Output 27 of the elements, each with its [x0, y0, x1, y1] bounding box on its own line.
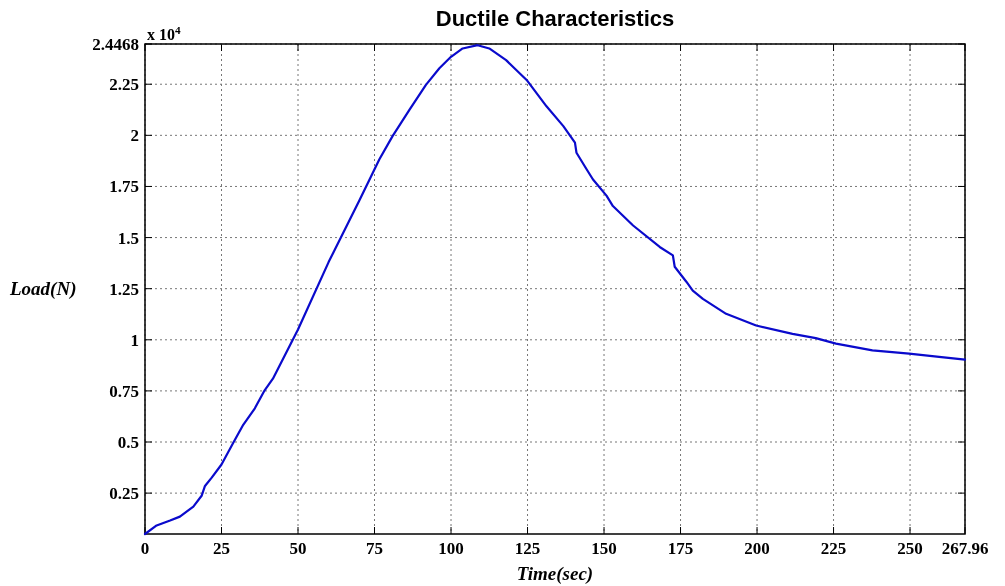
x-tick-label: 150 — [591, 539, 617, 558]
x-tick-label: 75 — [366, 539, 384, 558]
x-tick-label: 50 — [289, 539, 307, 558]
y-tick-label: 0.5 — [117, 433, 139, 452]
x-tick-label: 100 — [438, 539, 464, 558]
x-tick-label: 200 — [744, 539, 770, 558]
chart-title: Ductile Characteristics — [435, 6, 675, 31]
y-tick-label: 1.5 — [117, 228, 139, 248]
y-tick-label: 2 — [130, 126, 139, 146]
x-tick-label: 267.96 — [941, 539, 989, 558]
line-series — [143, 44, 967, 536]
y-tick-label: 1 — [130, 330, 139, 350]
x-axis-title: Time(sec) — [516, 563, 594, 585]
y-tick-label: 1.25 — [109, 279, 139, 299]
x-tick-label: 225 — [820, 539, 847, 558]
y-tick-label: 2.25 — [109, 75, 139, 95]
x-tick-label: 175 — [667, 539, 694, 558]
x-tick-label: 25 — [213, 539, 230, 558]
text: x 10$^{4}$ — [147, 24, 181, 43]
y-axis-title: Load(N) — [9, 278, 77, 300]
y-tick-label: 1.75 — [109, 177, 139, 197]
y-tick-label: 0.75 — [109, 381, 139, 401]
y-tick-label: 0.25 — [109, 484, 139, 504]
x-tick-label: 250 — [897, 539, 923, 558]
y-tick-label: 2.4468 — [92, 35, 139, 54]
x-tick-label: 0 — [140, 539, 150, 558]
x-tick-label: 125 — [514, 539, 541, 558]
